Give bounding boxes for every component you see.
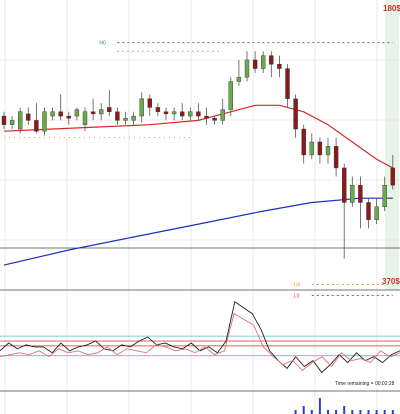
candle-body	[390, 167, 395, 186]
candle-body	[244, 59, 250, 78]
candle-body	[350, 184, 355, 203]
volume-bar	[351, 410, 354, 414]
candle-body	[333, 146, 339, 169]
volume-bar	[343, 406, 346, 414]
candle-body	[58, 111, 63, 117]
candle-body	[220, 109, 225, 121]
candle-body	[42, 111, 47, 132]
candle-body	[107, 107, 112, 112]
candle-body	[163, 111, 169, 115]
volume-bar	[383, 410, 386, 414]
current-bar-highlight	[385, 0, 399, 290]
price-panel: H0 L0 O0	[1, 41, 395, 299]
candle-body	[285, 68, 290, 99]
candle-body	[196, 111, 201, 117]
candle-body	[277, 64, 282, 69]
volume-bar	[294, 410, 297, 414]
candle-body	[325, 146, 331, 156]
oscillator-line-black	[0, 301, 400, 374]
candle-body	[366, 202, 371, 220]
candle-body	[358, 184, 363, 203]
candle-body	[147, 98, 153, 108]
candle-body	[261, 55, 266, 69]
candle-body	[115, 111, 120, 121]
candle-body	[131, 115, 136, 121]
volume-bar	[375, 410, 378, 414]
candle-body	[212, 118, 217, 121]
time-remaining-text: Time remaining = 00:02:28	[335, 381, 395, 387]
candle-body	[9, 120, 15, 125]
volume-bar	[318, 398, 321, 414]
candle-body	[171, 111, 177, 115]
candle-body	[317, 141, 323, 156]
candle-body	[374, 206, 379, 220]
volume-panel	[294, 398, 394, 414]
candle-body	[123, 118, 128, 121]
moving-average-red	[3, 104, 394, 169]
candle-body	[66, 115, 72, 119]
candle-body	[382, 184, 387, 207]
candle-body	[74, 109, 80, 117]
candle-body	[179, 111, 185, 117]
volume-bar	[391, 410, 394, 414]
level-label: L0	[294, 293, 300, 299]
candle-body	[269, 55, 274, 65]
candle-body	[309, 141, 314, 156]
candle-body	[228, 81, 234, 110]
candle-body	[155, 107, 161, 112]
oscillator-panel	[0, 301, 400, 374]
volume-bar	[302, 406, 305, 414]
candle-body	[188, 111, 193, 117]
candle-body	[252, 59, 258, 69]
candle-body	[1, 115, 7, 125]
candle-body	[90, 111, 96, 115]
candle-body	[34, 120, 39, 132]
candle-body	[82, 111, 88, 125]
price-label-bottom: 370$	[382, 277, 400, 286]
candle-body	[293, 98, 298, 130]
level-label: O0	[294, 283, 301, 289]
level-label: H0	[99, 41, 106, 47]
candle-body	[204, 115, 209, 119]
price-label-top: 180$	[383, 4, 400, 13]
candle-body	[301, 128, 306, 156]
oscillator-line-red	[0, 312, 400, 372]
volume-bar	[335, 410, 338, 414]
volume-bar	[327, 410, 329, 414]
candle-body	[50, 111, 55, 117]
volume-bar	[310, 410, 313, 414]
candle-body	[26, 113, 31, 121]
candle-body	[342, 167, 347, 203]
candle-body	[98, 109, 104, 115]
candle-body	[18, 111, 23, 130]
candle-body	[236, 76, 242, 82]
volume-bar	[367, 410, 370, 414]
volume-bar	[359, 410, 362, 414]
candle-body	[139, 98, 144, 117]
